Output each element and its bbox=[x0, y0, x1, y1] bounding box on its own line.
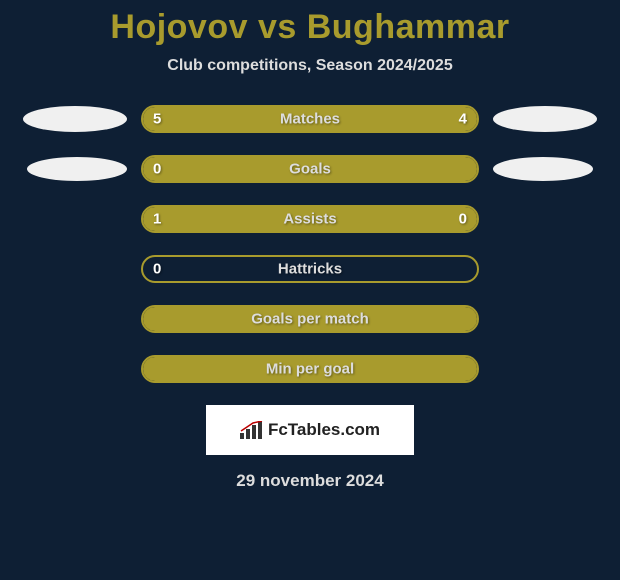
stat-label: Min per goal bbox=[266, 361, 354, 378]
stat-bar: Goals per match bbox=[141, 305, 479, 333]
stat-value-left: 0 bbox=[153, 261, 161, 278]
stat-bar: 0 Hattricks bbox=[141, 255, 479, 283]
stat-value-right: 4 bbox=[459, 111, 467, 128]
logo-text: FcTables.com bbox=[268, 420, 380, 440]
stat-bar: 5 Matches 4 bbox=[141, 105, 479, 133]
stat-row: Min per goal bbox=[0, 355, 620, 383]
bar-fill-right bbox=[327, 107, 477, 131]
stat-label: Assists bbox=[283, 211, 336, 228]
stat-label: Goals bbox=[289, 161, 331, 178]
comparison-widget: Hojovov vs Bughammar Club competitions, … bbox=[0, 0, 620, 580]
page-title: Hojovov vs Bughammar bbox=[0, 8, 620, 47]
subtitle: Club competitions, Season 2024/2025 bbox=[0, 57, 620, 75]
player-left-marker bbox=[27, 157, 127, 181]
stat-bar: Min per goal bbox=[141, 355, 479, 383]
stat-value-left: 0 bbox=[153, 161, 161, 178]
stat-bar: 0 Goals bbox=[141, 155, 479, 183]
stat-row: Goals per match bbox=[0, 305, 620, 333]
stat-row: 0 Goals bbox=[0, 155, 620, 183]
chart-icon bbox=[240, 421, 264, 439]
stat-value-left: 1 bbox=[153, 211, 161, 228]
stat-label: Matches bbox=[280, 111, 340, 128]
stats-list: 5 Matches 4 0 Goals 1 Assists 0 0 Hattricks Goals … bbox=[0, 105, 620, 383]
stat-row: 0 Hattricks bbox=[0, 255, 620, 283]
stat-row: 1 Assists 0 bbox=[0, 205, 620, 233]
stat-bar: 1 Assists 0 bbox=[141, 205, 479, 233]
player-right-marker bbox=[493, 157, 593, 181]
logo-box[interactable]: FcTables.com bbox=[206, 405, 414, 455]
player-left-marker bbox=[23, 106, 127, 132]
bar-fill-left bbox=[143, 207, 410, 231]
stat-label: Hattricks bbox=[278, 261, 342, 278]
stat-row: 5 Matches 4 bbox=[0, 105, 620, 133]
player-right-marker bbox=[493, 106, 597, 132]
date: 29 november 2024 bbox=[0, 471, 620, 491]
stat-label: Goals per match bbox=[251, 311, 369, 328]
stat-value-right: 0 bbox=[459, 211, 467, 228]
stat-value-left: 5 bbox=[153, 111, 161, 128]
logo: FcTables.com bbox=[240, 420, 380, 440]
